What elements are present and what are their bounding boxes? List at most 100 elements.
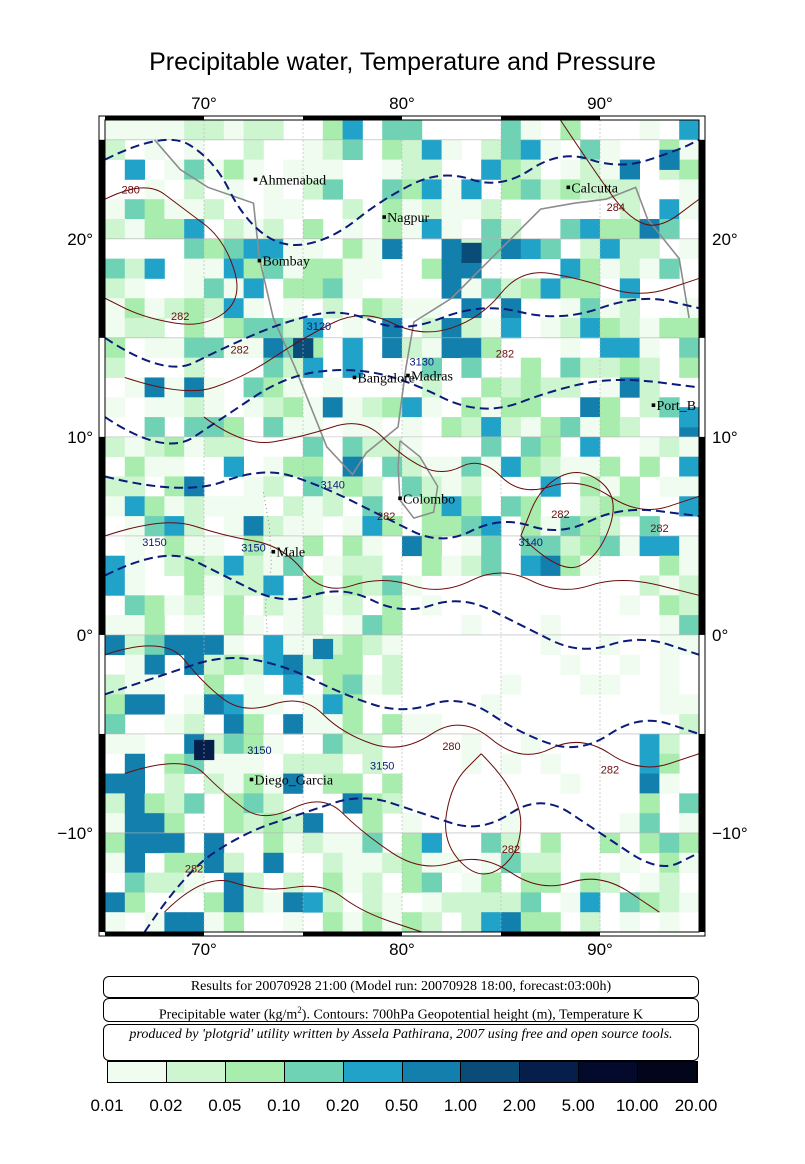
precip-cell bbox=[263, 516, 284, 537]
precip-cell bbox=[342, 456, 363, 477]
precip-cell bbox=[105, 912, 126, 933]
precip-cell bbox=[164, 219, 185, 240]
precip-cell bbox=[184, 159, 205, 180]
precip-cell bbox=[164, 516, 185, 537]
precip-cell bbox=[342, 793, 363, 814]
precip-cell bbox=[303, 535, 324, 557]
precip-cell bbox=[204, 337, 225, 359]
geopotential-contour bbox=[104, 554, 700, 656]
precip-cell bbox=[362, 892, 383, 913]
precip-cell bbox=[342, 535, 363, 557]
variable-prefix: Precipitable water (kg/m bbox=[158, 1007, 298, 1023]
precip-cell bbox=[322, 912, 343, 933]
precip-cell bbox=[421, 872, 442, 893]
geopotential-label: 3150 bbox=[370, 761, 394, 773]
precip-cell bbox=[342, 714, 363, 735]
precip-cell bbox=[639, 377, 660, 398]
precip-cell bbox=[461, 318, 482, 339]
lon-tick-label: 90° bbox=[587, 940, 613, 959]
precip-cell bbox=[184, 219, 205, 240]
precip-cell bbox=[243, 120, 264, 141]
precip-cell bbox=[679, 337, 700, 359]
precip-cell bbox=[560, 120, 581, 141]
precip-cell bbox=[382, 219, 403, 240]
city-marker bbox=[257, 258, 262, 263]
precip-cell bbox=[382, 575, 403, 596]
precip-cell bbox=[283, 674, 304, 695]
precip-cell bbox=[105, 219, 126, 240]
precip-cell bbox=[283, 555, 304, 576]
precip-cell bbox=[322, 476, 343, 497]
lat-tick-label: 20° bbox=[712, 230, 738, 249]
geopotential-label: 3140 bbox=[518, 537, 542, 549]
precip-cell bbox=[283, 496, 304, 517]
precip-cell bbox=[263, 793, 284, 814]
colorbar-swatch bbox=[461, 1062, 521, 1082]
frame-segment bbox=[303, 932, 402, 936]
precip-cell bbox=[659, 694, 680, 715]
precip-cell bbox=[303, 397, 324, 418]
precip-cell bbox=[283, 417, 304, 438]
precip-cell bbox=[679, 179, 700, 200]
precip-cell bbox=[204, 298, 225, 319]
precip-cell bbox=[105, 714, 126, 735]
lon-tick-label: 80° bbox=[389, 940, 415, 959]
city-marker bbox=[398, 496, 402, 501]
precip-cell bbox=[382, 199, 403, 220]
precip-cell bbox=[679, 555, 700, 576]
precip-cell bbox=[619, 219, 640, 240]
precip-cell bbox=[679, 159, 700, 180]
colorbar-swatch bbox=[638, 1062, 698, 1082]
precip-cell bbox=[679, 199, 700, 220]
precip-cell bbox=[283, 753, 304, 774]
precip-cell bbox=[619, 595, 640, 616]
results-info: Results for 20070928 21:00 (Model run: 2… bbox=[103, 976, 699, 998]
precip-cell bbox=[639, 357, 660, 378]
precip-cell bbox=[362, 258, 383, 279]
precip-cell bbox=[540, 852, 561, 873]
precip-cell bbox=[223, 337, 244, 359]
precip-cell bbox=[322, 159, 343, 180]
precip-cell bbox=[362, 753, 383, 774]
precip-cell bbox=[402, 476, 423, 497]
city-markers: AhmenabadNagpurCalcuttaBombayBangaloreMa… bbox=[249, 173, 696, 789]
precip-cell bbox=[580, 516, 601, 537]
precip-cell bbox=[659, 555, 680, 576]
precip-cell bbox=[184, 120, 205, 141]
precip-cell bbox=[322, 298, 343, 319]
precip-cell bbox=[540, 912, 561, 933]
precip-cell bbox=[144, 912, 165, 933]
precip-cell bbox=[382, 179, 403, 200]
precip-cell bbox=[144, 337, 165, 359]
precip-cell bbox=[223, 278, 244, 299]
precip-cell bbox=[322, 179, 343, 200]
precip-cell bbox=[263, 337, 284, 359]
temperature-contour bbox=[104, 187, 238, 325]
precip-cell bbox=[362, 674, 383, 695]
precip-cell bbox=[342, 238, 363, 260]
temperature-label: 282 bbox=[601, 765, 619, 777]
precip-cell bbox=[441, 278, 462, 299]
precip-cell bbox=[342, 318, 363, 339]
precip-cell bbox=[223, 516, 244, 537]
precip-cell bbox=[520, 397, 541, 418]
precip-cell bbox=[105, 615, 126, 636]
precip-cell bbox=[619, 318, 640, 339]
precip-cell bbox=[124, 654, 145, 675]
precip-cell bbox=[184, 555, 205, 576]
precip-cell bbox=[501, 912, 522, 933]
precip-cell bbox=[283, 595, 304, 616]
precip-cell bbox=[382, 654, 403, 675]
precip-cell bbox=[283, 298, 304, 319]
precip-cell bbox=[362, 813, 383, 834]
precip-cell bbox=[124, 258, 145, 279]
precip-cell bbox=[283, 872, 304, 893]
precip-cell bbox=[619, 892, 640, 913]
precip-cell bbox=[501, 318, 522, 339]
temperature-contour bbox=[104, 645, 700, 768]
precip-cell bbox=[441, 199, 462, 220]
precip-cell bbox=[540, 238, 561, 260]
frame-segment bbox=[501, 932, 600, 936]
precip-cell bbox=[124, 733, 145, 755]
precip-cell bbox=[501, 159, 522, 180]
